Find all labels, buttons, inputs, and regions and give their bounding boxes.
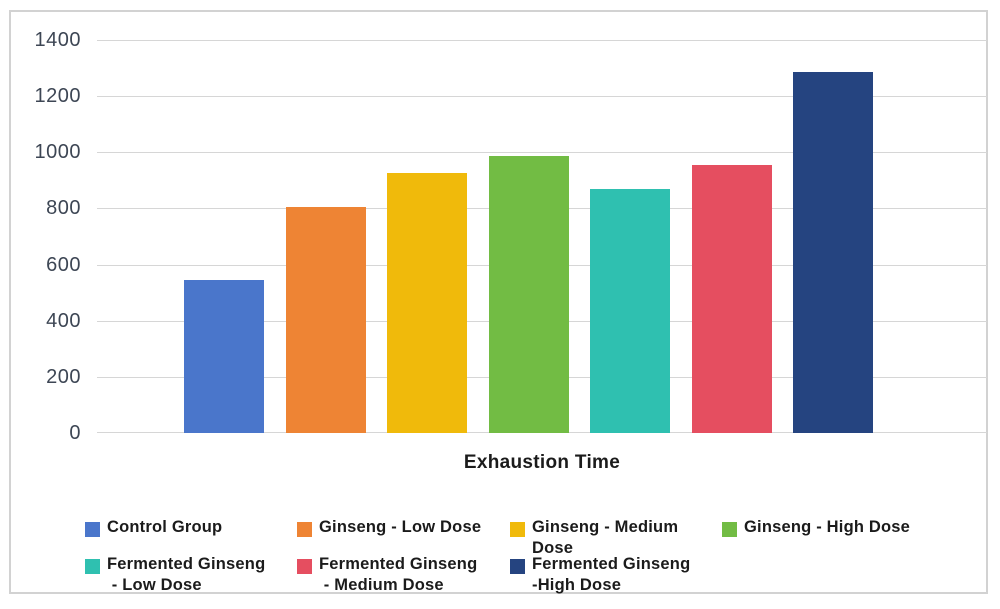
bar-fermented-ginseng-high-dose	[793, 72, 873, 433]
legend-item-label: Fermented Ginseng -High Dose	[532, 555, 691, 594]
gridline	[97, 96, 987, 97]
legend-item-label: Fermented Ginseng - Medium Dose	[319, 555, 478, 594]
y-axis-tick-label: 600	[46, 254, 81, 276]
legend-item-ginseng-low-dose: Ginseng - Low Dose	[297, 517, 481, 538]
chart-container: 1400 1200 1000 800 600 400 200 0 Exhaustion Tim…	[9, 10, 988, 594]
legend-item-fermented-ginseng-medium-dose: Fermented Ginseng - Medium Dose	[297, 554, 477, 596]
bar-fermented-ginseng-low-dose	[590, 189, 670, 433]
legend-item-ginseng-medium-dose: Ginseng - Medium Dose	[510, 517, 678, 559]
legend-swatch	[85, 522, 100, 537]
legend-item-fermented-ginseng-high-dose: Fermented Ginseng -High Dose	[510, 554, 690, 596]
legend-item-ginseng-high-dose: Ginseng - High Dose	[722, 517, 910, 538]
y-axis-tick-label: 1000	[34, 141, 81, 163]
x-axis-title: Exhaustion Time	[463, 452, 621, 473]
legend-swatch	[510, 559, 525, 574]
legend-item-label: Ginseng - High Dose	[744, 518, 911, 536]
y-axis: 1400 1200 1000 800 600 400 200 0	[11, 29, 81, 444]
bar-ginseng-low-dose	[286, 207, 366, 433]
legend-swatch	[85, 559, 100, 574]
plot-area	[97, 40, 987, 433]
legend-item-label: Ginseng - Low Dose	[319, 518, 482, 536]
legend-item-label: Ginseng - Medium Dose	[532, 518, 679, 557]
y-axis-tick-label: 200	[46, 366, 81, 388]
legend-item-control-group: Control Group	[85, 517, 222, 538]
legend-item-label: Control Group	[107, 518, 223, 536]
legend-item-fermented-ginseng-low-dose: Fermented Ginseng - Low Dose	[85, 554, 265, 596]
bar-control-group	[184, 280, 264, 433]
y-axis-tick-label: 0	[69, 422, 81, 444]
y-axis-tick-label: 1400	[34, 29, 81, 51]
y-axis-tick-label: 400	[46, 310, 81, 332]
bar-fermented-ginseng-medium-dose	[692, 165, 772, 433]
y-axis-tick-label: 1200	[34, 85, 81, 107]
legend-swatch	[297, 522, 312, 537]
legend-item-label: Fermented Ginseng - Low Dose	[107, 555, 266, 594]
bar-ginseng-high-dose	[489, 156, 569, 433]
gridline	[97, 40, 987, 41]
bar-ginseng-medium-dose	[387, 173, 467, 433]
gridline	[97, 152, 987, 153]
legend-swatch	[722, 522, 737, 537]
y-axis-tick-label: 800	[46, 197, 81, 219]
legend-swatch	[297, 559, 312, 574]
legend-swatch	[510, 522, 525, 537]
